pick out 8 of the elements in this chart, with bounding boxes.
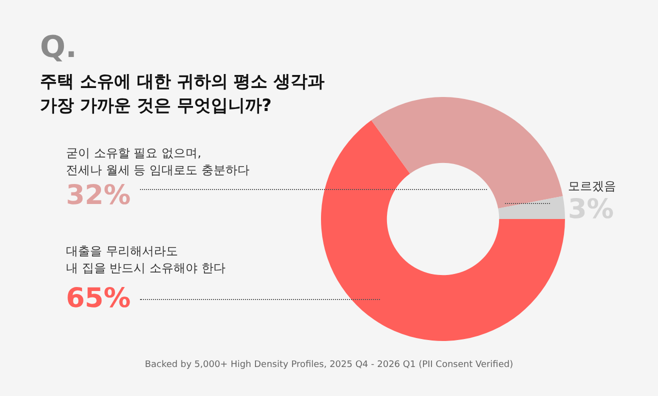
text: Backed by 5,000+ High Density Profiles, 2025 Q4 - 2026 Q1 (PII Consent Verified) bbox=[144, 360, 514, 370]
slice-label: 모르겠음 bbox=[568, 178, 616, 195]
slice-label: 굳이 소유할 필요 없으며, 전세나 월세 등 임대로도 충분하다 bbox=[66, 145, 250, 179]
slice-label: 대출을 무리해서라도 내 집을 반드시 소유해야 한다 bbox=[66, 243, 226, 277]
chart-title: 주택 소유에 대한 귀하의 평소 생각과 가장 가까운 것은 무엇입니까? bbox=[40, 71, 325, 118]
data-label: 32% bbox=[66, 180, 131, 211]
text: Q. bbox=[40, 30, 77, 65]
data-label: 65% bbox=[66, 283, 131, 314]
